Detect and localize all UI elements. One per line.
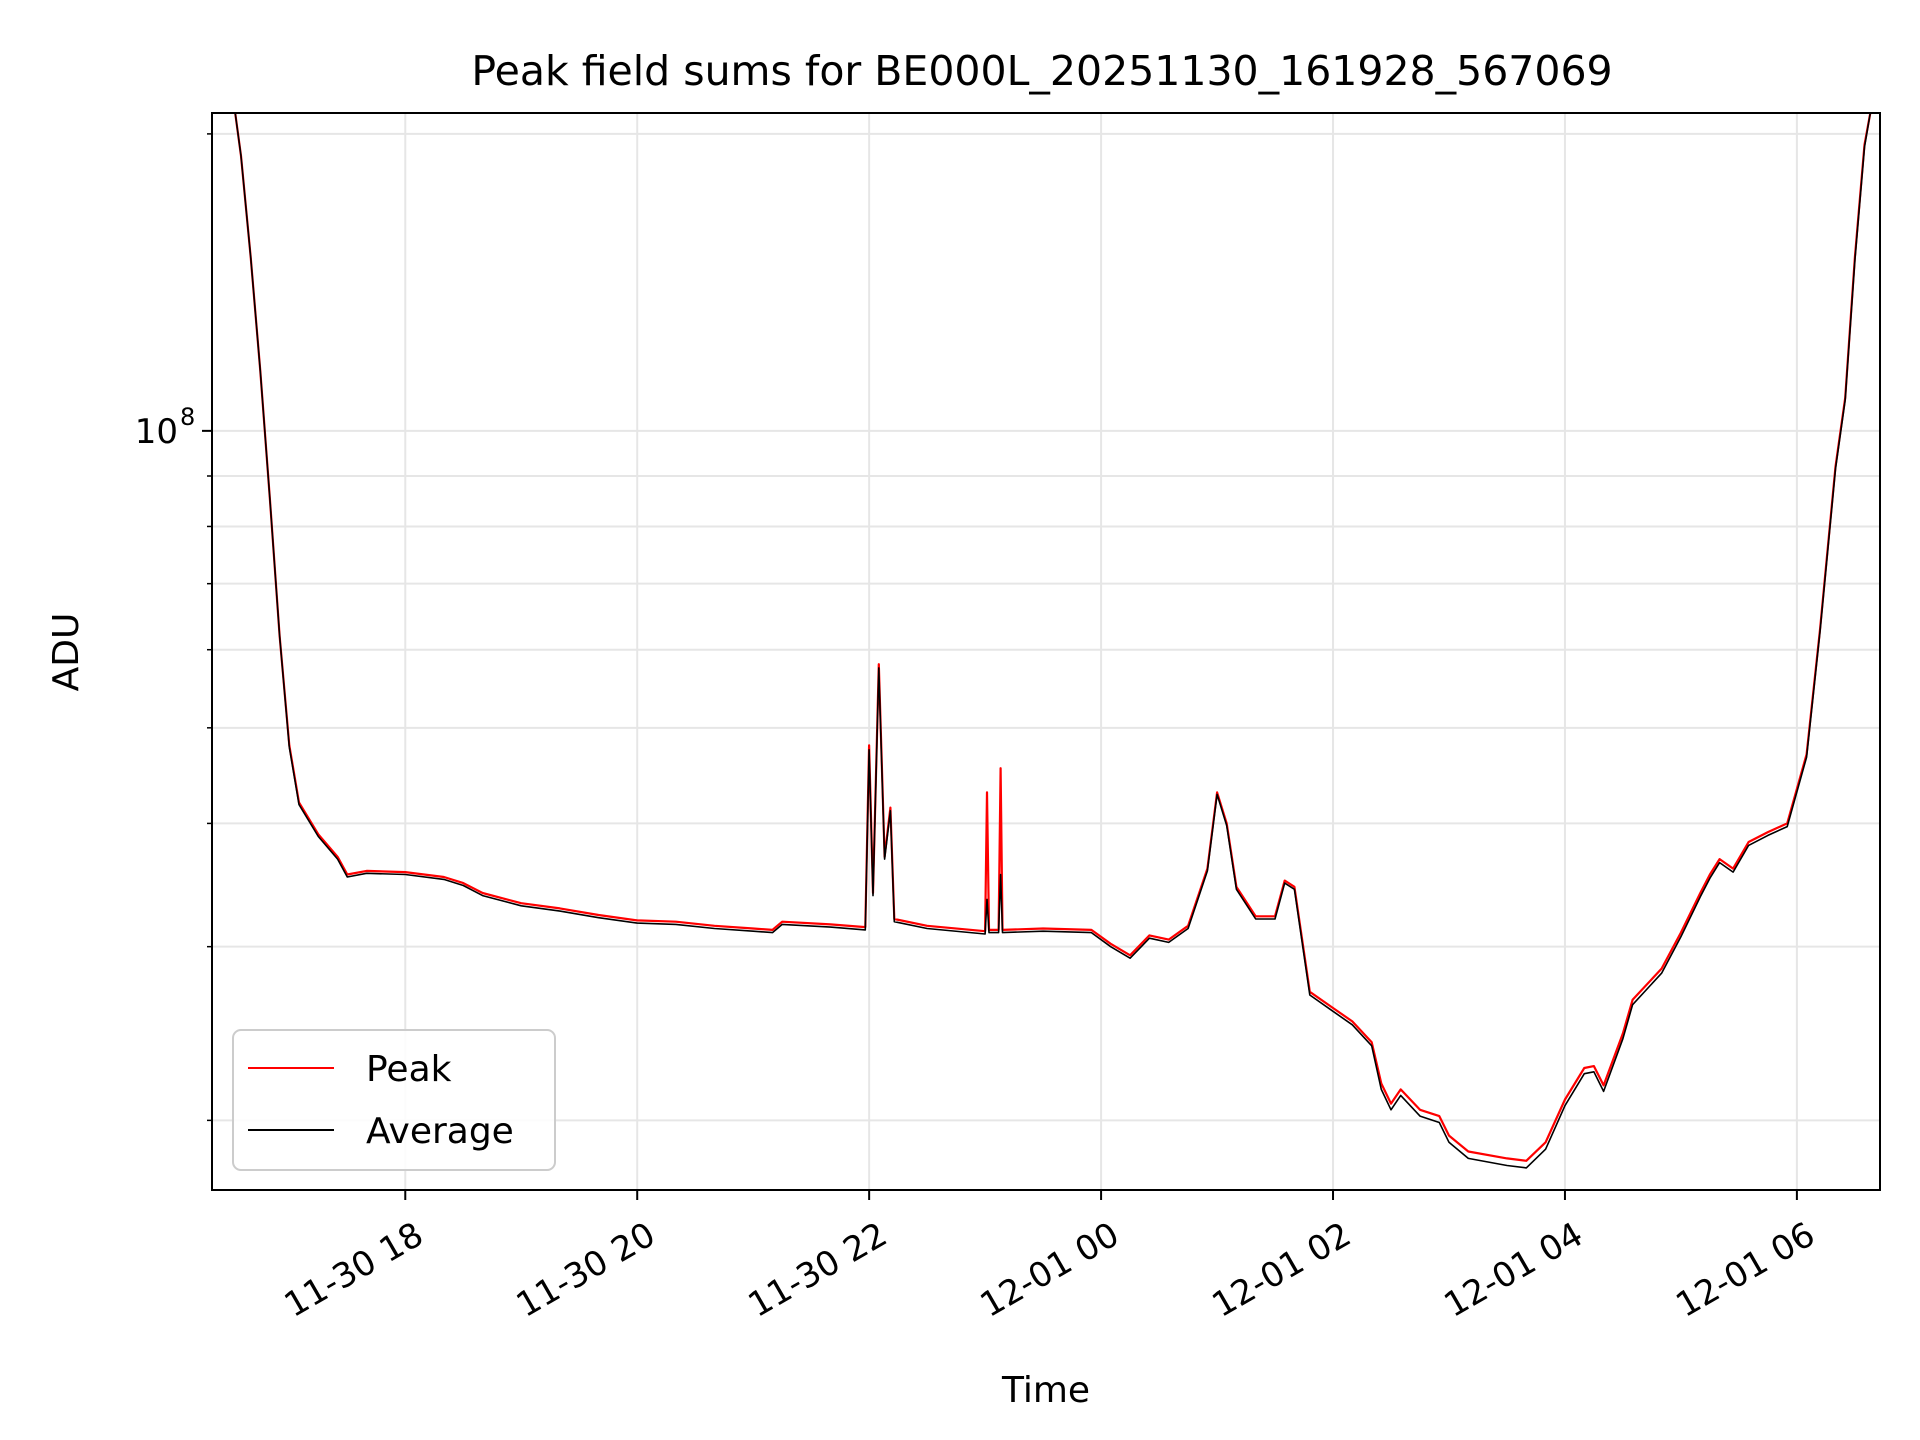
y-axis-ticks: 10 8 — [135, 133, 212, 1122]
plot-lines — [234, 113, 1872, 1169]
series-line-peak — [234, 113, 1872, 1162]
chart-title: Peak field sums for BE000L_20251130_1619… — [471, 47, 1612, 95]
y-tick-label-exponent: 8 — [180, 403, 195, 431]
y-axis-label: ADU — [46, 613, 87, 692]
legend-box — [232, 1029, 556, 1171]
legend: Peak Average — [232, 1029, 556, 1171]
series-line-average — [234, 113, 1872, 1169]
x-axis-label: Time — [1001, 1370, 1090, 1411]
legend-label-average: Average — [366, 1111, 514, 1152]
legend-label-peak: Peak — [366, 1049, 452, 1090]
plot-frame — [211, 112, 1881, 1191]
y-tick-label: 10 — [135, 412, 178, 452]
